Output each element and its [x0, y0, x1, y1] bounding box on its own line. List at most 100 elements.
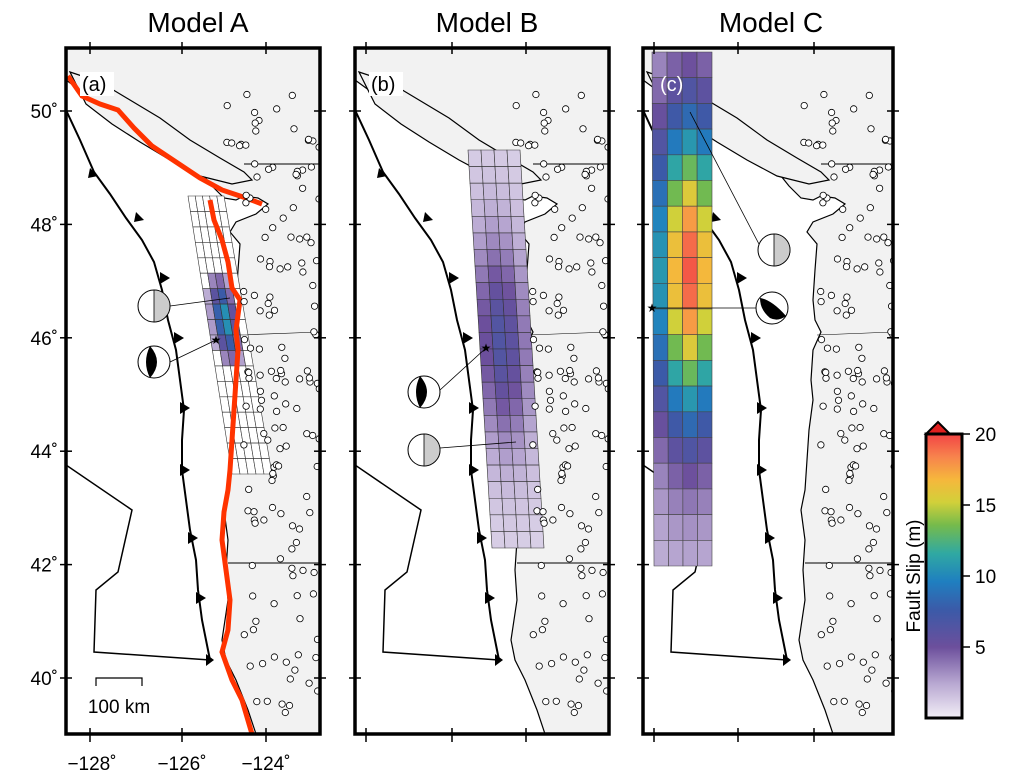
slip-cell [682, 385, 698, 413]
star-icon: ★ [481, 341, 492, 355]
slip-cell [697, 411, 713, 438]
slip-cell [489, 298, 505, 317]
slip-cell [696, 77, 713, 104]
slip-cell [681, 77, 698, 104]
colorbar-tick-label: 20 [975, 425, 996, 446]
slip-cell [495, 182, 511, 201]
slip-cell [682, 360, 698, 387]
slip-cell [514, 282, 530, 300]
slip-cell [681, 180, 698, 207]
station-markers [800, 90, 893, 717]
slip-cell [682, 462, 698, 490]
slip-cell [667, 257, 683, 284]
slip-cell [666, 128, 683, 156]
slip-cell [653, 514, 669, 541]
slip-cell [697, 385, 713, 413]
slip-cell [480, 149, 496, 167]
station-markers [512, 90, 609, 717]
slip-cell [481, 381, 497, 400]
slip-cell [500, 265, 516, 283]
slip-cell [667, 462, 684, 490]
slip-cell [697, 437, 713, 464]
focal-mechanism-1 [407, 347, 487, 409]
slip-cell [501, 282, 517, 300]
slip-cell [682, 539, 698, 567]
slip-cell [651, 103, 668, 130]
slip-cell [667, 231, 683, 258]
slip-cell [490, 531, 506, 549]
focal-mechanism-2 [652, 291, 789, 325]
slip-cell [513, 265, 529, 283]
slip-cell [511, 232, 527, 250]
panel-label-b: (b) [371, 74, 395, 96]
latitude-axis: 50˚ 48˚ 46˚ 44˚ 42˚ 40˚ [31, 102, 899, 690]
slip-cell [651, 128, 668, 156]
slip-cell [507, 381, 523, 400]
slip-cell [667, 334, 683, 361]
slip-cell [507, 166, 523, 184]
slip-cell [652, 231, 668, 258]
slip-cell [489, 514, 505, 532]
slip-cell [519, 365, 535, 383]
slip-cell [510, 216, 526, 234]
slip-cell [668, 514, 684, 541]
slip-cell [696, 308, 713, 336]
slip-cell [504, 332, 520, 350]
slip-cell [667, 308, 683, 336]
slip-cell [697, 462, 713, 490]
slip-cell [468, 166, 484, 184]
slip-cell [696, 282, 713, 310]
longitude-axis: −128˚ −126˚ −124˚ [67, 42, 815, 775]
colorbar-tick-label: 15 [975, 496, 996, 517]
slip-cell [522, 415, 538, 433]
slip-cell [503, 315, 519, 333]
slip-cell [498, 448, 514, 466]
slip-cell [513, 481, 529, 499]
slip-cell [666, 154, 683, 181]
latitude-tick-label: 42˚ [31, 556, 58, 577]
slip-cell [491, 332, 507, 350]
trench-line [66, 109, 211, 661]
colorbar-title: Fault Slip (m) [904, 520, 925, 633]
slip-cell [667, 282, 683, 310]
slip-cell [524, 448, 540, 466]
slip-cell [495, 398, 511, 416]
longitude-tick-label: −128˚ [67, 754, 116, 775]
panel-title-c: Model C [719, 7, 823, 38]
map-panel-b: ★ (b) [355, 48, 609, 734]
slip-cell [696, 257, 713, 284]
slip-cell [653, 462, 669, 490]
slip-cell [484, 431, 500, 449]
slip-cell [652, 334, 669, 361]
slip-cell [696, 180, 713, 207]
slip-cell [473, 249, 489, 267]
slip-cell [477, 315, 493, 333]
map-panel-c: ★ (c) [643, 48, 893, 734]
slip-cell [681, 128, 698, 156]
slip-cell [682, 334, 698, 361]
slip-cell [682, 257, 698, 284]
slip-cell [496, 199, 512, 217]
latitude-tick-label: 40˚ [31, 669, 58, 690]
slip-cell [509, 415, 525, 433]
slip-cell [492, 348, 508, 366]
slip-cell [467, 149, 483, 167]
slip-cell [652, 154, 668, 181]
slip-cell [681, 205, 698, 233]
latitude-tick-label: 44˚ [31, 442, 58, 463]
slip-cell [501, 497, 517, 516]
slip-cell [496, 415, 512, 433]
slip-cell [472, 232, 488, 250]
slip-cell [667, 180, 683, 207]
colorbar-tick-label: 5 [975, 638, 986, 659]
slip-cell [696, 154, 713, 181]
slip-cell [681, 154, 698, 181]
slip-cell [681, 103, 698, 130]
slip-cell [667, 488, 684, 515]
slip-cell [469, 182, 485, 201]
colorbar: 5 10 15 20 Fault Slip (m) [904, 420, 996, 720]
slip-cell [696, 205, 713, 233]
slip-cell [482, 398, 498, 416]
slip-cell [667, 385, 684, 413]
